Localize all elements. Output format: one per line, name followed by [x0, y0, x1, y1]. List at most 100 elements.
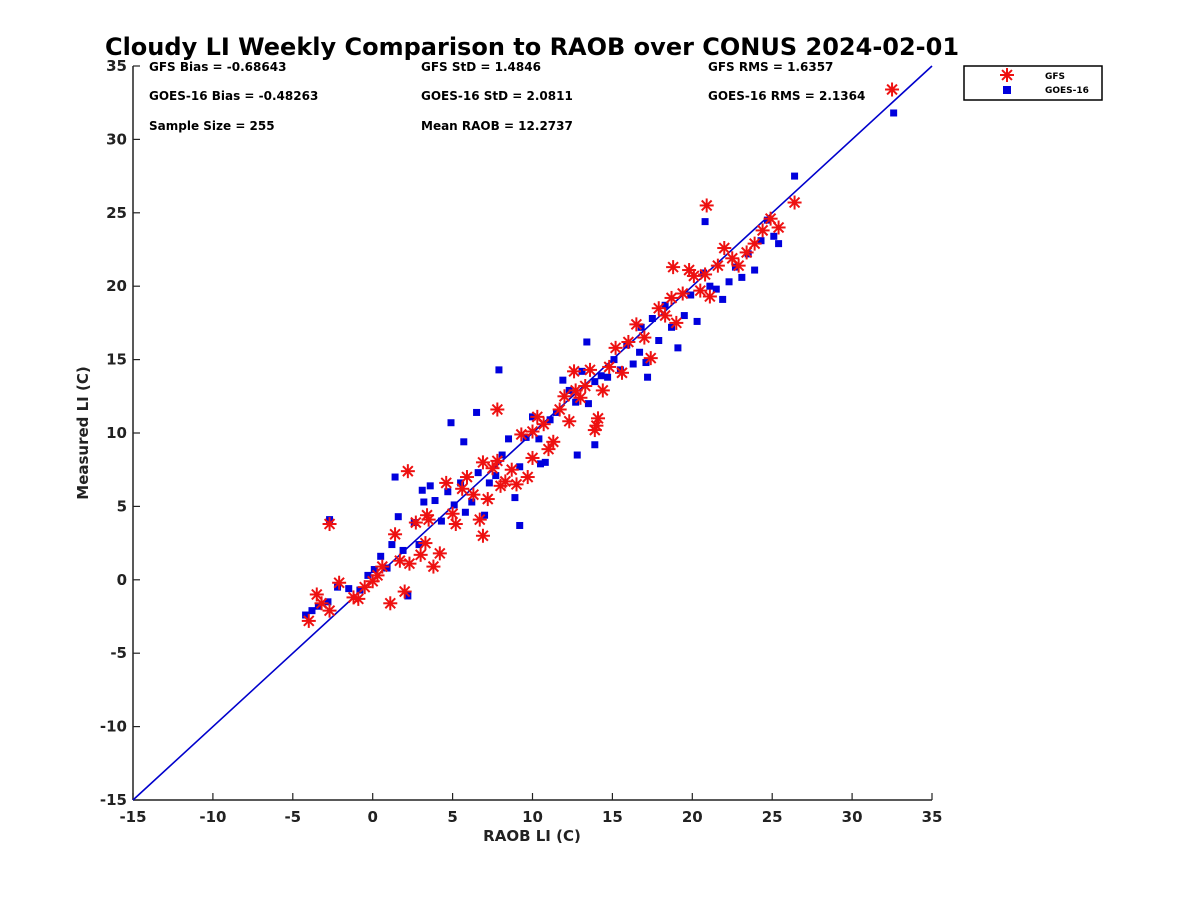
gfs-point: [480, 492, 495, 507]
asterisk-stroke: [522, 471, 534, 483]
asterisk-stroke: [323, 518, 336, 530]
gfs-point: [402, 556, 417, 571]
asterisk-stroke: [592, 412, 604, 424]
asterisk-stroke: [688, 270, 700, 282]
gfs-point: [583, 362, 598, 377]
legend-box: [963, 65, 1103, 101]
goes16-point: [498, 451, 506, 459]
x-tick-label: -5: [284, 808, 301, 826]
goes16-point: [637, 323, 645, 331]
asterisk-stroke: [603, 361, 615, 373]
asterisk-stroke: [622, 336, 635, 348]
goes16-point: [591, 441, 599, 449]
goes16-point: [701, 218, 709, 226]
asterisk-stroke: [704, 290, 716, 303]
asterisk-stroke: [477, 456, 489, 469]
goes16-point: [680, 312, 688, 320]
gfs-point: [763, 211, 778, 226]
asterisk-stroke: [352, 593, 364, 605]
gfs-point: [400, 464, 415, 479]
gfs-point: [397, 584, 412, 599]
gfs-point: [504, 462, 519, 477]
y-tick-label: 0: [117, 571, 127, 589]
gfs-series: [301, 82, 900, 628]
goes16-point: [661, 301, 669, 309]
gfs-point: [614, 365, 629, 380]
goes16-point: [431, 497, 439, 505]
x-tick-label: 0: [367, 808, 377, 826]
asterisk-stroke: [653, 302, 665, 314]
legend-goes16-marker: [1003, 86, 1011, 94]
gfs-point: [573, 390, 588, 405]
asterisk-stroke: [440, 477, 452, 489]
asterisk-stroke: [712, 259, 724, 272]
gfs-point: [322, 603, 337, 618]
asterisk-stroke: [677, 287, 689, 300]
gfs-point: [578, 379, 593, 394]
asterisk-stroke: [740, 246, 753, 259]
gfs-point: [541, 442, 556, 457]
asterisk-stroke: [499, 475, 511, 488]
data-points: [301, 82, 900, 628]
goes16-point: [629, 360, 637, 368]
asterisk-stroke: [732, 259, 745, 272]
asterisk-stroke: [701, 199, 713, 212]
x-tick-label: 5: [447, 808, 457, 826]
gfs-point: [675, 286, 690, 301]
goes16-point: [751, 266, 759, 274]
gfs-point: [787, 195, 802, 210]
asterisk-stroke: [638, 331, 651, 344]
goes16-point: [610, 356, 618, 364]
gfs-point: [602, 359, 617, 374]
gfs-point: [301, 613, 316, 628]
goes16-point: [444, 488, 452, 496]
goes16-point: [584, 400, 592, 408]
asterisk-stroke: [683, 264, 695, 276]
asterisk-stroke: [456, 483, 468, 495]
asterisk-stroke: [554, 403, 566, 416]
y-tick-label: 35: [106, 57, 127, 75]
gfs-point: [739, 245, 754, 260]
asterisk-stroke: [574, 392, 587, 404]
asterisk-stroke: [315, 597, 328, 609]
gfs-point: [710, 258, 725, 273]
goes16-point: [460, 438, 468, 446]
asterisk-stroke: [616, 367, 628, 379]
asterisk-stroke: [467, 488, 480, 501]
goes16-point: [636, 348, 644, 356]
asterisk-stroke: [579, 380, 591, 392]
gfs-point: [332, 575, 347, 590]
gfs-point: [546, 434, 561, 449]
goes16-point: [426, 482, 434, 490]
gfs-point: [383, 596, 398, 611]
asterisk-stroke: [718, 242, 730, 254]
legend: GFS GOES-16: [963, 65, 1103, 101]
goes16-point: [522, 433, 530, 441]
asterisk-stroke: [399, 585, 411, 598]
asterisk-stroke: [506, 464, 518, 476]
gfs-point: [475, 455, 490, 470]
gfs-point: [525, 424, 540, 439]
x-tick-label: 35: [922, 808, 943, 826]
gfs-point: [698, 267, 713, 282]
goes16-point: [334, 583, 342, 591]
asterisk-stroke: [461, 471, 473, 483]
x-tick-label: 20: [682, 808, 703, 826]
goes16-point: [604, 373, 612, 381]
gfs-point: [725, 251, 740, 266]
gfs-point: [557, 389, 572, 404]
goes16-point: [573, 451, 581, 459]
goes16-point: [324, 598, 332, 606]
asterisk-stroke: [609, 342, 622, 354]
goes16-point: [731, 263, 739, 271]
asterisk-stroke: [359, 581, 371, 593]
gfs-point: [755, 223, 770, 238]
asterisk-stroke: [1001, 69, 1013, 81]
goes16-point: [791, 172, 799, 180]
gfs-point: [420, 508, 435, 523]
asterisk-stroke: [384, 597, 396, 609]
gfs-point: [520, 470, 535, 485]
mean-raob-text: Mean RAOB = 12.2737: [421, 119, 573, 133]
goes16-point: [511, 494, 519, 502]
goes16-point: [468, 498, 476, 506]
